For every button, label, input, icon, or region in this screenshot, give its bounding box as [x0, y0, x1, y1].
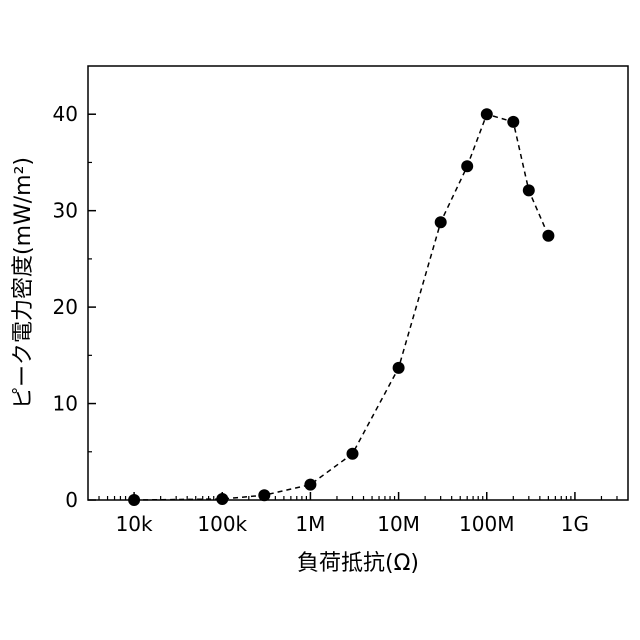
data-point — [523, 184, 535, 196]
x-tick-label: 1M — [295, 512, 325, 536]
data-point — [216, 493, 228, 505]
points-layer — [128, 108, 554, 506]
labels-layer: 10k 100k 1M 10M 100M 1G 0 10 20 30 40 — [53, 102, 589, 536]
x-axis-title: 負荷抵抗(Ω) — [297, 551, 419, 576]
y-tick-label: 0 — [65, 488, 78, 512]
y-tick-label: 20 — [53, 295, 78, 319]
y-tick-label: 30 — [53, 199, 78, 223]
ticks-layer — [88, 114, 617, 500]
data-point — [542, 230, 554, 242]
data-point — [393, 362, 405, 374]
data-point — [461, 160, 473, 172]
x-tick-label: 10M — [377, 512, 420, 536]
data-point — [347, 448, 359, 460]
x-tick-label: 1G — [561, 512, 589, 536]
x-tick-label: 100M — [459, 512, 514, 536]
data-point — [507, 116, 519, 128]
x-tick-label: 10k — [116, 512, 153, 536]
series-line — [134, 114, 548, 500]
data-point — [481, 108, 493, 120]
data-point — [435, 216, 447, 228]
plot-frame — [88, 66, 628, 500]
y-tick-label: 40 — [53, 102, 78, 126]
y-tick-label: 10 — [53, 392, 78, 416]
data-point — [304, 479, 316, 491]
x-tick-label: 100k — [197, 512, 247, 536]
y-axis-title: ピーク電力密度(mW/m²) — [11, 157, 36, 409]
